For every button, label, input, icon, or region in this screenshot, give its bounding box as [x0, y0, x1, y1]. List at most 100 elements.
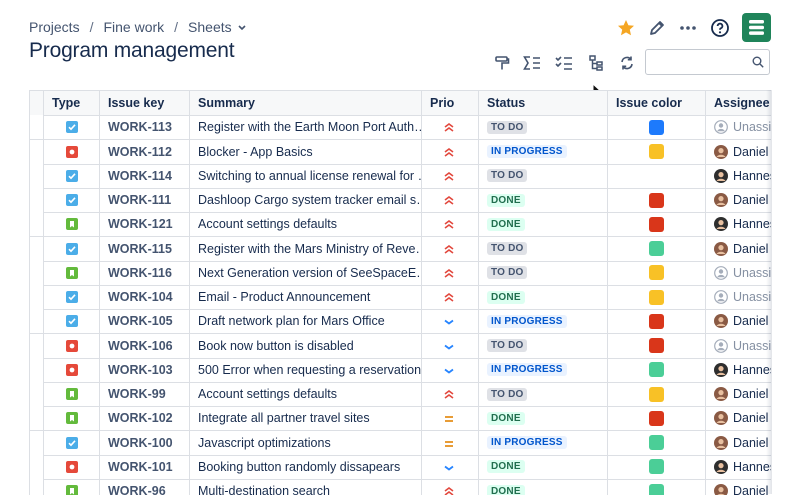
search-input[interactable]: [645, 49, 770, 75]
table-cell[interactable]: Unassig: [706, 285, 771, 309]
column-header[interactable]: Issue key: [100, 91, 190, 115]
issue-key[interactable]: WORK-103: [108, 363, 173, 377]
table-cell[interactable]: WORK-105: [100, 309, 190, 333]
table-cell[interactable]: Daniel F: [706, 431, 771, 455]
table-cell[interactable]: Dashloop Cargo system tracker email s…: [190, 188, 422, 212]
sum-button[interactable]: [519, 50, 545, 76]
table-cell[interactable]: [422, 115, 479, 139]
table-cell[interactable]: [422, 237, 479, 261]
table-cell[interactable]: TO DO: [479, 261, 608, 285]
table-cell[interactable]: WORK-101: [100, 455, 190, 479]
column-header[interactable]: Status: [479, 91, 608, 115]
table-cell[interactable]: Daniel F: [706, 406, 771, 430]
column-header[interactable]: Issue color: [608, 91, 706, 115]
table-cell[interactable]: [608, 188, 706, 212]
table-cell[interactable]: Account settings defaults: [190, 382, 422, 406]
table-cell[interactable]: [608, 309, 706, 333]
table-cell[interactable]: WORK-102: [100, 406, 190, 430]
table-cell[interactable]: [44, 358, 100, 382]
table-cell[interactable]: Blocker - App Basics: [190, 140, 422, 164]
table-cell[interactable]: TO DO: [479, 334, 608, 358]
table-cell[interactable]: [44, 164, 100, 188]
table-cell[interactable]: [422, 334, 479, 358]
table-cell[interactable]: [422, 479, 479, 495]
table-cell[interactable]: Account settings defaults: [190, 212, 422, 236]
table-cell[interactable]: WORK-113: [100, 115, 190, 139]
table-cell[interactable]: Daniel F: [706, 188, 771, 212]
table-cell[interactable]: [422, 309, 479, 333]
table-cell[interactable]: DONE: [479, 212, 608, 236]
table-cell[interactable]: [44, 309, 100, 333]
table-cell[interactable]: Draft network plan for Mars Office: [190, 309, 422, 333]
table-cell[interactable]: [44, 140, 100, 164]
table-cell[interactable]: [422, 212, 479, 236]
table-cell[interactable]: [422, 285, 479, 309]
table-cell[interactable]: DONE: [479, 188, 608, 212]
table-cell[interactable]: WORK-115: [100, 237, 190, 261]
issue-key[interactable]: WORK-104: [108, 290, 173, 304]
table-cell[interactable]: [44, 115, 100, 139]
table-cell[interactable]: [608, 358, 706, 382]
issue-key[interactable]: WORK-106: [108, 339, 173, 353]
issue-key[interactable]: WORK-114: [108, 169, 172, 183]
table-cell[interactable]: DONE: [479, 455, 608, 479]
table-cell[interactable]: [608, 406, 706, 430]
table-cell[interactable]: IN PROGRESS: [479, 358, 608, 382]
table-cell[interactable]: WORK-96: [100, 479, 190, 495]
table-cell[interactable]: 500 Error when requesting a reservation: [190, 358, 422, 382]
table-cell[interactable]: Daniel F: [706, 237, 771, 261]
table-cell[interactable]: [44, 406, 100, 430]
table-cell[interactable]: Booking button randomly dissapears: [190, 455, 422, 479]
table-cell[interactable]: Javascript optimizations: [190, 431, 422, 455]
issue-key[interactable]: WORK-96: [108, 484, 166, 495]
table-cell[interactable]: Unassig: [706, 334, 771, 358]
table-cell[interactable]: [608, 334, 706, 358]
issue-key[interactable]: WORK-105: [108, 314, 173, 328]
table-cell[interactable]: Switching to annual license renewal for …: [190, 164, 422, 188]
table-cell[interactable]: TO DO: [479, 382, 608, 406]
table-cell[interactable]: [608, 140, 706, 164]
table-cell[interactable]: [608, 479, 706, 495]
table-cell[interactable]: IN PROGRESS: [479, 431, 608, 455]
table-cell[interactable]: TO DO: [479, 164, 608, 188]
table-cell[interactable]: WORK-112: [100, 140, 190, 164]
table-cell[interactable]: [44, 261, 100, 285]
table-cell[interactable]: [422, 164, 479, 188]
more-button[interactable]: [675, 15, 701, 41]
table-cell[interactable]: [422, 188, 479, 212]
issue-key[interactable]: WORK-102: [108, 411, 173, 425]
table-cell[interactable]: Hannes: [706, 212, 771, 236]
breadcrumb-link[interactable]: Sheets: [188, 19, 232, 35]
table-cell[interactable]: Unassig: [706, 261, 771, 285]
issue-key[interactable]: WORK-116: [108, 266, 172, 280]
table-cell[interactable]: IN PROGRESS: [479, 309, 608, 333]
table-cell[interactable]: [44, 285, 100, 309]
star-button[interactable]: [613, 15, 639, 41]
table-cell[interactable]: WORK-116: [100, 261, 190, 285]
issue-key[interactable]: WORK-100: [108, 436, 173, 450]
table-cell[interactable]: WORK-100: [100, 431, 190, 455]
table-cell[interactable]: [608, 261, 706, 285]
column-header[interactable]: Prio: [422, 91, 479, 115]
column-header[interactable]: Summary: [190, 91, 422, 115]
table-cell[interactable]: [44, 212, 100, 236]
format-button[interactable]: [489, 50, 515, 76]
help-button[interactable]: [707, 15, 733, 41]
table-cell[interactable]: [44, 455, 100, 479]
table-cell[interactable]: [608, 164, 706, 188]
table-cell[interactable]: Daniel F: [706, 382, 771, 406]
table-cell[interactable]: [422, 455, 479, 479]
table-cell[interactable]: TO DO: [479, 237, 608, 261]
table-cell[interactable]: IN PROGRESS: [479, 140, 608, 164]
column-header[interactable]: Type: [44, 91, 100, 115]
table-cell[interactable]: WORK-121: [100, 212, 190, 236]
table-cell[interactable]: [44, 479, 100, 495]
table-cell[interactable]: [608, 115, 706, 139]
table-cell[interactable]: Hannes: [706, 358, 771, 382]
table-cell[interactable]: [422, 358, 479, 382]
table-cell[interactable]: [608, 285, 706, 309]
table-cell[interactable]: Hannes: [706, 164, 771, 188]
issue-key[interactable]: WORK-121: [108, 217, 173, 231]
table-cell[interactable]: WORK-99: [100, 382, 190, 406]
issue-key[interactable]: WORK-99: [108, 387, 166, 401]
